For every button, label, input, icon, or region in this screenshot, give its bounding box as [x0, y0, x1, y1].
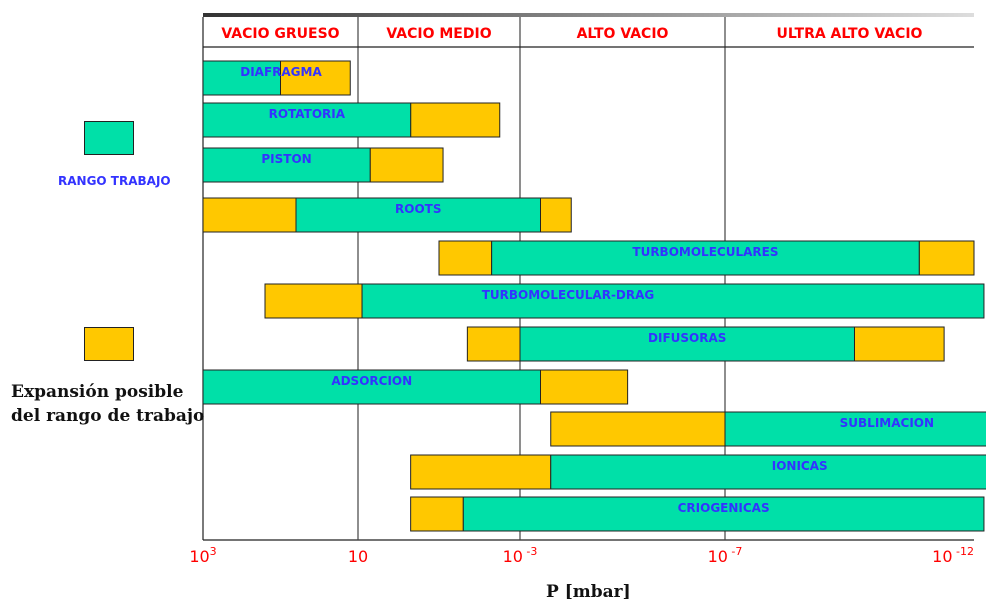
top-border — [203, 13, 974, 17]
pump-row: TURBOMOLECULARES — [438, 240, 975, 276]
bar-label: SUBLIMACION — [840, 416, 934, 430]
bar-label: ROOTS — [395, 202, 441, 216]
working-bar — [202, 147, 371, 183]
expansion-bar — [410, 454, 552, 490]
legend-working-swatch — [84, 121, 134, 155]
bar-label: ADSORCION — [331, 374, 412, 388]
working-bar — [295, 197, 541, 233]
legend-expansion-label: Expansión posible del rango de trabajo — [11, 380, 204, 428]
pump-row: DIAFRAGMA — [202, 60, 351, 96]
x-tick-label: 10 -3 — [503, 545, 538, 566]
pump-row: ROTATORIA — [202, 102, 501, 138]
legend-expansion-swatch — [84, 327, 134, 361]
bar-label: IONICAS — [772, 459, 828, 473]
bar-label: CRIOGENICAS — [678, 501, 770, 515]
pump-row: ROOTS — [202, 197, 572, 233]
x-tick-label: 10 -12 — [932, 545, 974, 566]
working-bar — [202, 369, 541, 405]
expansion-bar — [202, 197, 297, 233]
working-bar — [202, 60, 281, 96]
expansion-bar — [410, 102, 501, 138]
region-label: ULTRA ALTO VACIO — [777, 26, 923, 42]
x-tick-label: 10 — [348, 547, 368, 566]
expansion-bar — [853, 326, 945, 362]
working-bar — [202, 102, 412, 138]
working-bar — [462, 496, 985, 532]
expansion-bar — [550, 411, 726, 447]
legend-working-label: RANGO TRABAJO — [58, 174, 171, 188]
working-bar — [724, 411, 986, 447]
bar-label: DIAFRAGMA — [240, 65, 322, 79]
x-axis-title: P [mbar] — [546, 582, 631, 602]
pump-row: TURBOMOLECULAR-DRAG — [264, 283, 985, 319]
bar-label: TURBOMOLECULARES — [632, 245, 778, 259]
expansion-bar — [280, 60, 351, 96]
expansion-bar — [540, 197, 572, 233]
pump-row: ADSORCION — [202, 369, 629, 405]
working-bar — [550, 454, 986, 490]
expansion-bar — [918, 240, 975, 276]
bar-label: DIFUSORAS — [648, 331, 726, 345]
expansion-bar — [466, 326, 521, 362]
expansion-bar — [540, 369, 629, 405]
bar-label: PISTON — [261, 152, 311, 166]
expansion-bar — [410, 496, 464, 532]
legend-expansion-line1: Expansión posible — [11, 382, 184, 402]
axis-layer: 103 10 10 -3 10 -7 10 -12 — [189, 545, 974, 566]
pump-row: CRIOGENICAS — [410, 496, 985, 532]
working-bar — [361, 283, 985, 319]
expansion-bar — [369, 147, 444, 183]
x-tick-label: 103 — [189, 545, 216, 566]
pump-row: PISTON — [202, 147, 444, 183]
x-tick-label: 10 -7 — [708, 545, 743, 566]
bars-layer: DIAFRAGMA ROTATORIA PISTON ROOTS TURBOMOLECU… — [202, 60, 986, 532]
regions-layer: VACIO GRUESO VACIO MEDIO ALTO VACIO ULTRA A… — [202, 17, 974, 541]
pump-row: DIFUSORAS — [466, 326, 945, 362]
working-bar — [491, 240, 920, 276]
pump-row: IONICAS — [410, 454, 986, 490]
working-bar — [519, 326, 855, 362]
region-label: VACIO GRUESO — [221, 26, 339, 42]
region-label: VACIO MEDIO — [386, 26, 491, 42]
bar-label: ROTATORIA — [269, 107, 346, 121]
expansion-bar — [438, 240, 493, 276]
legend-expansion-line2: del rango de trabajo — [11, 406, 205, 426]
pump-row: SUBLIMACION — [550, 411, 986, 447]
region-label: ALTO VACIO — [577, 26, 669, 42]
expansion-bar — [264, 283, 363, 319]
bar-label: TURBOMOLECULAR-DRAG — [482, 288, 655, 302]
